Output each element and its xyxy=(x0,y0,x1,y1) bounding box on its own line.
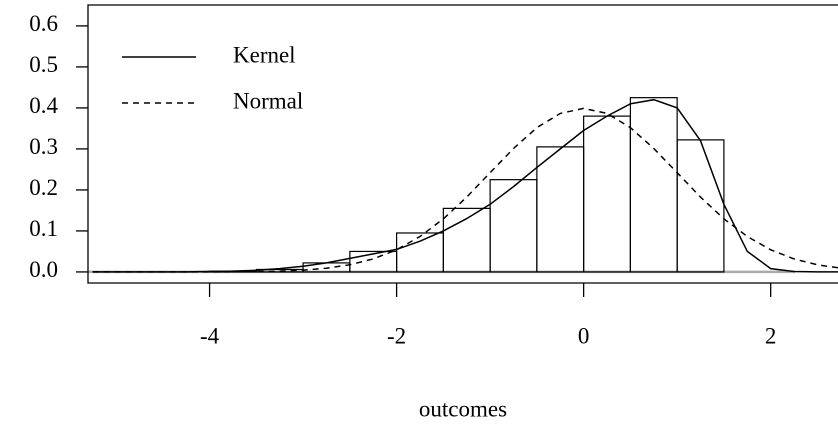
plot-frame xyxy=(87,4,838,284)
y-tick-label: 0.2 xyxy=(29,175,58,200)
histogram-bar xyxy=(629,97,678,273)
histogram-bar xyxy=(676,139,725,273)
histogram-bar xyxy=(583,115,631,273)
x-tick-label: -2 xyxy=(387,323,406,348)
y-tick-label: 0.1 xyxy=(29,216,58,241)
legend-label: Normal xyxy=(233,88,303,113)
density-line xyxy=(92,98,838,273)
x-tick-label: 2 xyxy=(765,323,777,348)
y-tick-label: 0.0 xyxy=(29,257,58,282)
histogram-bar xyxy=(489,179,538,273)
plot-area xyxy=(88,97,838,274)
x-axis-label: outcomes xyxy=(419,396,507,421)
histogram-bar xyxy=(396,232,444,273)
y-tick-label: 0.3 xyxy=(29,134,58,159)
histogram-bar xyxy=(302,262,351,273)
y-tick-label: 0.5 xyxy=(29,52,58,77)
x-tick-label: 0 xyxy=(578,323,590,348)
y-tick-label: 0.6 xyxy=(29,11,58,36)
x-tick-label: -4 xyxy=(200,323,220,348)
y-tick-label: 0.4 xyxy=(29,93,58,118)
histogram-bar xyxy=(536,146,585,273)
legend-label: Kernel xyxy=(233,42,296,67)
density-line xyxy=(92,107,838,273)
